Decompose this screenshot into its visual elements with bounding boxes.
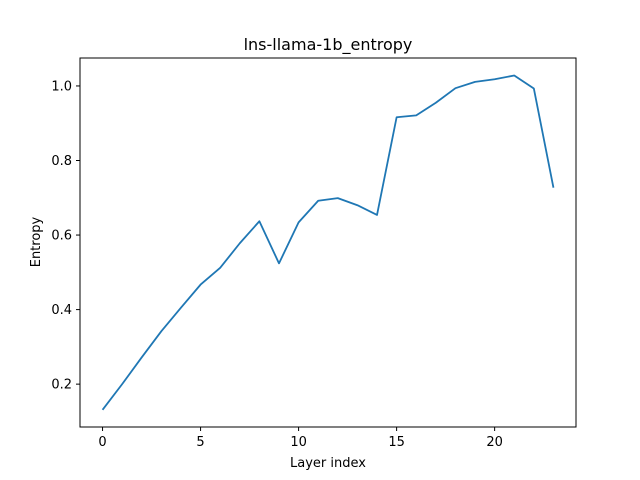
- series-layer: [101, 74, 555, 411]
- x-tick-label: 0: [98, 435, 106, 450]
- x-tick-label: 20: [486, 435, 503, 450]
- y-tick-label: 0.2: [51, 378, 72, 393]
- x-axis-label: Layer index: [290, 456, 366, 471]
- x-axis-ticks: 0 5 10 15 20: [98, 427, 503, 450]
- x-tick-label: 15: [388, 435, 405, 450]
- y-tick-label: 0.4: [51, 303, 72, 318]
- y-tick-label: 0.8: [51, 154, 72, 169]
- chart-title: lns-llama-1b_entropy: [244, 35, 413, 55]
- y-tick-label: 0.6: [51, 229, 72, 244]
- x-tick-label: 10: [290, 435, 307, 450]
- y-axis-ticks: 0.2 0.4 0.6 0.8 1.0: [51, 79, 80, 393]
- x-tick-label: 5: [196, 435, 204, 450]
- y-axis-label: Entropy: [29, 216, 44, 267]
- y-tick-label: 1.0: [51, 79, 72, 94]
- series-line: [101, 74, 555, 411]
- plot-frame: [79, 57, 577, 428]
